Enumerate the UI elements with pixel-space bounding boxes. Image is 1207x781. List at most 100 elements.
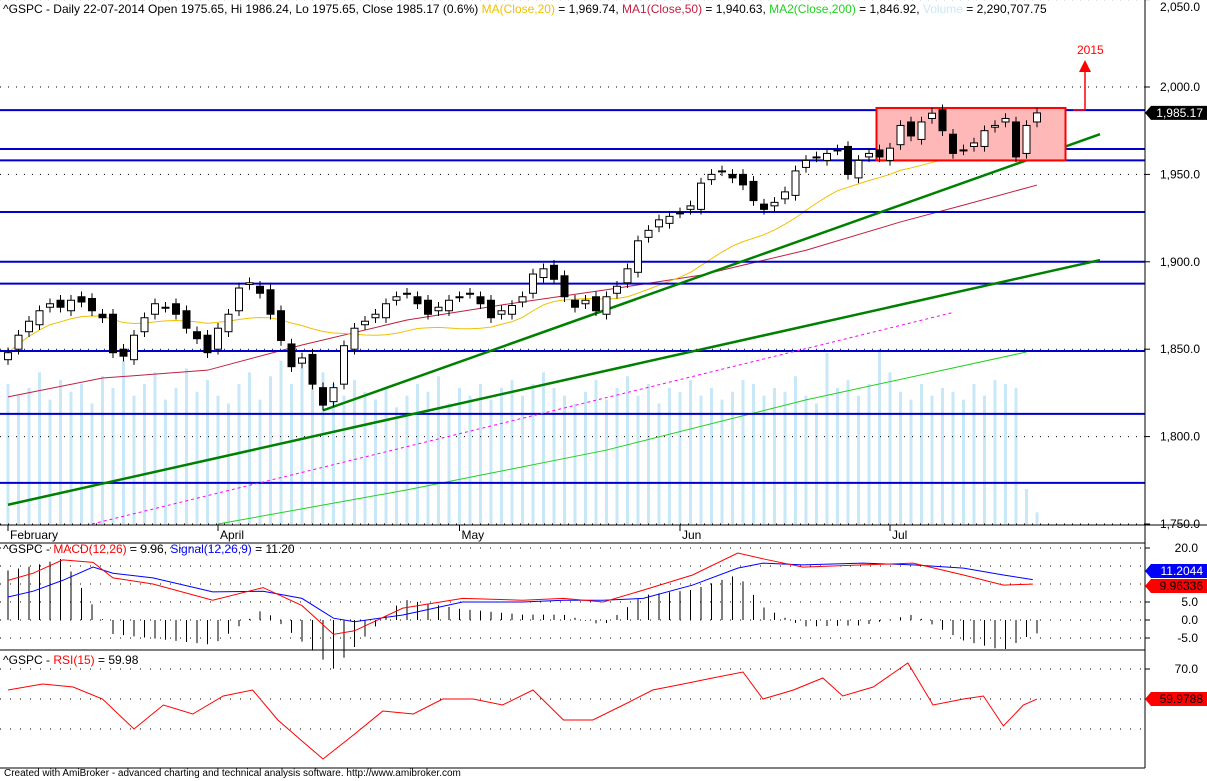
- candle-down: [109, 313, 117, 354]
- volume-bar: [384, 387, 388, 524]
- candle-down: [193, 331, 201, 340]
- volume-bar: [321, 372, 325, 524]
- trendline: [322, 133, 1101, 412]
- candle-up: [665, 215, 674, 224]
- candle-down: [487, 299, 495, 319]
- candle-up: [329, 387, 338, 403]
- macd-axis-label: 0.0: [1181, 613, 1198, 627]
- volume-bar: [353, 380, 356, 524]
- candle-up: [781, 191, 789, 200]
- candle-up: [361, 320, 369, 326]
- volume-bar: [363, 391, 367, 524]
- volume-bar: [38, 372, 41, 524]
- candle-up: [130, 334, 138, 361]
- candle-up: [1001, 117, 1010, 123]
- volume-bar: [531, 384, 535, 524]
- candle-up: [602, 296, 611, 315]
- candle-up: [581, 299, 590, 305]
- candle-up: [151, 303, 159, 315]
- volume-bar: [563, 395, 566, 524]
- month-label: April: [220, 528, 244, 542]
- volume-bar: [185, 368, 188, 524]
- volume-bar: [993, 380, 997, 524]
- volume-bar: [258, 399, 262, 524]
- volume-bar: [710, 387, 713, 524]
- volume-bar: [342, 395, 346, 524]
- candle-up: [371, 313, 380, 319]
- candle-up: [644, 229, 653, 238]
- candle-up: [35, 310, 44, 326]
- volume-bar: [605, 399, 608, 524]
- rsi-pane: 70.0 59.9788: [0, 662, 1207, 760]
- volume-bar: [80, 384, 83, 524]
- candle-up: [886, 147, 894, 161]
- candle-up: [791, 170, 800, 196]
- volume-bar: [374, 399, 377, 524]
- candle-up: [214, 327, 222, 350]
- volume-bar: [636, 395, 640, 524]
- candle-up: [959, 149, 968, 152]
- volume-bar: [909, 399, 913, 524]
- volume-bar: [836, 387, 839, 524]
- volume-bar: [290, 384, 293, 524]
- volume-bar: [584, 391, 587, 524]
- volume-bar: [143, 384, 146, 524]
- candle-down: [571, 299, 579, 308]
- candle-down: [938, 109, 947, 132]
- rsi-header: ^GSPC - RSI(15) = 59.98: [3, 653, 139, 667]
- volume-bar: [657, 403, 661, 524]
- y-tick-label: 2,000.0: [1160, 80, 1200, 94]
- volume-bar: [479, 384, 482, 524]
- candle-down: [760, 203, 768, 210]
- volume-bar: [426, 391, 430, 524]
- volume-bars: [6, 349, 1039, 524]
- y-tick-label: 1,800.0: [1160, 430, 1200, 444]
- volume-bar: [437, 376, 440, 524]
- volume-bar: [773, 387, 776, 524]
- macd-line: [7, 552, 1033, 635]
- volume-bar: [878, 349, 881, 524]
- last-price-label-bg: [1145, 105, 1207, 120]
- annotation-label: 2015: [1077, 43, 1104, 57]
- volume-bar: [542, 372, 545, 524]
- candle-up: [896, 124, 905, 146]
- candle-up: [854, 159, 863, 179]
- month-label: Jul: [892, 528, 907, 542]
- signal-value-tag: 11.2044: [1161, 564, 1204, 578]
- signal-value-tag-bg: [1145, 564, 1207, 578]
- trendline: [7, 258, 1101, 506]
- candle-up: [655, 219, 663, 228]
- volume-bar: [626, 376, 629, 524]
- volume-bar: [720, 399, 724, 524]
- volume-bar: [815, 403, 818, 524]
- candle-up: [970, 142, 978, 147]
- candle-up: [812, 156, 821, 159]
- candle-up: [823, 152, 831, 161]
- candle-up: [686, 205, 695, 210]
- candle-up: [350, 327, 359, 350]
- candle-down: [875, 149, 884, 158]
- volume-bar: [227, 403, 230, 524]
- volume-bar: [153, 372, 157, 524]
- candle-up: [235, 287, 243, 312]
- candle-up: [46, 303, 54, 308]
- signal-line: [7, 562, 1033, 623]
- volume-bar: [972, 384, 976, 524]
- volume-bar: [405, 395, 409, 524]
- volume-bar: [269, 376, 272, 524]
- candle-down: [739, 173, 747, 186]
- volume-bar: [1014, 387, 1018, 524]
- candle-up: [770, 201, 779, 207]
- volume-bar: [59, 380, 62, 524]
- volume-bar: [647, 384, 650, 524]
- rsi-value-tag-bg: [1145, 692, 1207, 707]
- rsi-value-tag: 59.9788: [1160, 692, 1204, 706]
- candle-down: [749, 180, 758, 202]
- volume-bar: [174, 387, 178, 524]
- candle-up: [455, 296, 464, 299]
- volume-bar: [573, 403, 577, 524]
- volume-bar: [689, 380, 692, 524]
